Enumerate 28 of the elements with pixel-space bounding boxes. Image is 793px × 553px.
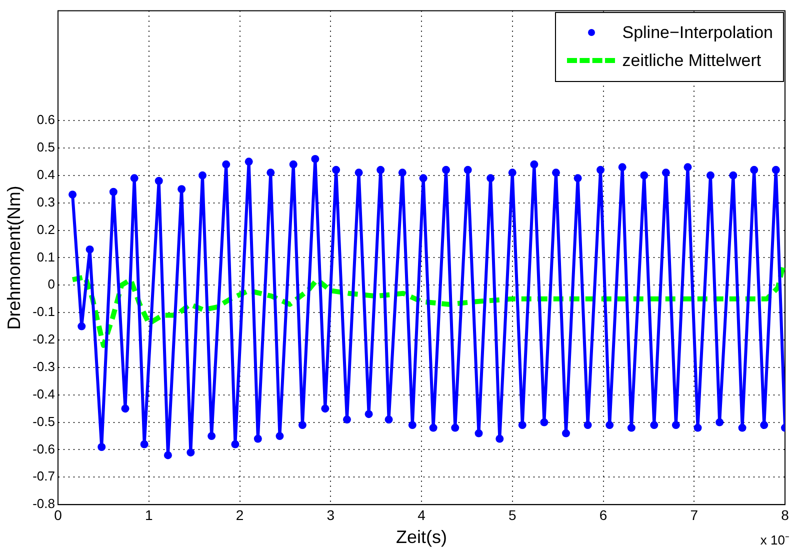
- x-tick-label: 1: [144, 506, 153, 523]
- x-tick-label: 5: [508, 506, 516, 523]
- y-tick-label: -0.3: [32, 359, 55, 374]
- y-tick-label: -0.2: [32, 332, 55, 347]
- y-tick-label: -0.6: [32, 441, 55, 456]
- y-tick-label: 0.6: [36, 112, 55, 128]
- y-tick-label: 0: [48, 276, 55, 292]
- text: x 10⁻: [760, 532, 789, 548]
- y-tick-label: -0.4: [32, 386, 55, 402]
- x-tick-label: 2: [236, 506, 244, 523]
- y-tick-label: 0.2: [36, 222, 55, 237]
- y-tick-label: 0.4: [36, 166, 55, 182]
- y-tick-label: 0.5: [36, 140, 55, 155]
- y-tick-label: -0.1: [32, 304, 55, 320]
- legend-label: zeitliche Mittelwert: [622, 50, 762, 71]
- x-tick-label: 7: [690, 506, 698, 523]
- y-tick-label: -0.5: [32, 414, 55, 429]
- x-tick-label: 3: [326, 506, 335, 523]
- x-tick-label: 4: [418, 506, 426, 523]
- x-tick-label: 8: [781, 506, 790, 523]
- y-tick-label: 0.3: [36, 194, 55, 210]
- y-axis-title: Drehmoment(Nm): [4, 186, 24, 330]
- legend-label: Spline−Interpolation: [622, 22, 773, 43]
- y-tick-label: -0.8: [32, 496, 55, 512]
- x-tick-label: 6: [599, 506, 608, 523]
- x-axis-title: Zeit(s): [396, 527, 447, 548]
- y-tick-label: 0.1: [36, 249, 55, 264]
- y-tick-label: -0.7: [32, 468, 55, 484]
